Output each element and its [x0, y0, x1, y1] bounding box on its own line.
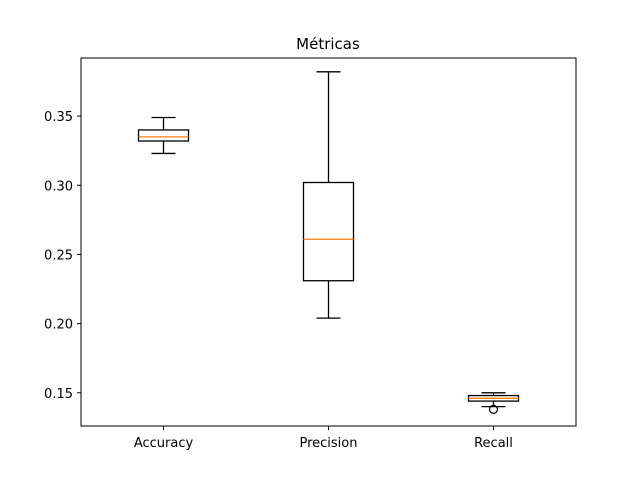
axes-group: 0.15 0.20 0.25 0.30 0.35 Accuracy Precision Rec…: [44, 110, 513, 451]
y-tick-label: 0.20: [44, 318, 73, 333]
chart-title: Métricas: [296, 35, 360, 53]
box-iqr: [137, 129, 190, 142]
y-tick-label: 0.35: [44, 110, 73, 125]
outlier-point: [488, 404, 499, 414]
box-accuracy: [137, 116, 190, 155]
x-tick-label: Accuracy: [134, 436, 194, 451]
x-tick-label: Precision: [299, 436, 357, 451]
box-precision: [302, 71, 355, 319]
plot-marks: [137, 71, 520, 414]
box-recall: [467, 392, 520, 414]
y-tick-label: 0.25: [44, 248, 73, 263]
y-tick-label: 0.30: [44, 179, 73, 194]
plot-frame: [80, 57, 577, 427]
box-iqr: [302, 181, 355, 282]
y-tick-label: 0.15: [44, 387, 73, 402]
x-tick-label: Recall: [474, 436, 513, 451]
